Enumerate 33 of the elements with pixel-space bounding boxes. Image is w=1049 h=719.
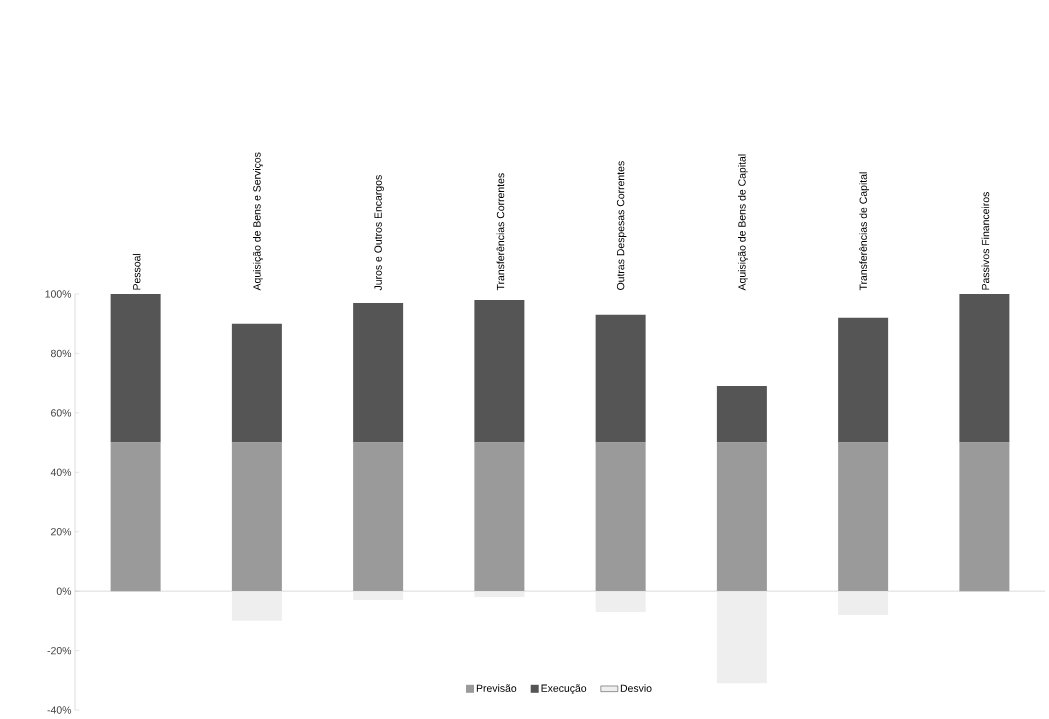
bar <box>595 591 646 612</box>
y-tick-label: 0% <box>56 587 72 595</box>
y-tick-label: 60% <box>51 409 72 417</box>
bar <box>474 299 525 443</box>
bar <box>595 314 646 443</box>
bar <box>353 302 404 443</box>
y-tick-label: 100% <box>45 290 72 298</box>
legend-label: Desvio <box>620 684 652 692</box>
y-tick-label: 40% <box>50 468 72 476</box>
x-tick-label: Aquisição de Bens de Capital <box>737 154 748 291</box>
bar <box>110 294 161 443</box>
x-tick-label: Transferências de Capital <box>859 172 870 291</box>
bar <box>716 591 767 684</box>
bar <box>959 294 1010 443</box>
y-tick-label: 80% <box>51 349 72 358</box>
bar <box>474 591 525 598</box>
x-tick-label: Pessoal <box>132 253 141 290</box>
bar <box>838 317 889 443</box>
x-tick-label: Transferências Correntes <box>496 173 505 291</box>
x-tick-label: Aquisição de Bens e Serviços <box>252 152 263 291</box>
legend-label: Execução <box>541 684 587 695</box>
y-tick-label: -40% <box>47 706 72 714</box>
x-tick-label: Juros e Outros Encargos <box>374 175 384 291</box>
bar <box>353 591 404 601</box>
bar <box>716 386 767 443</box>
bar <box>231 323 282 443</box>
bar <box>231 591 282 621</box>
legend-label: Previsão <box>476 684 517 692</box>
y-tick-label: 20% <box>51 528 72 536</box>
bar <box>838 591 889 615</box>
x-tick-label: Outras Despesas Correntes <box>616 161 627 290</box>
x-tick-label: Passivos Financeiros <box>981 192 990 290</box>
y-tick-label: -20% <box>47 646 72 655</box>
